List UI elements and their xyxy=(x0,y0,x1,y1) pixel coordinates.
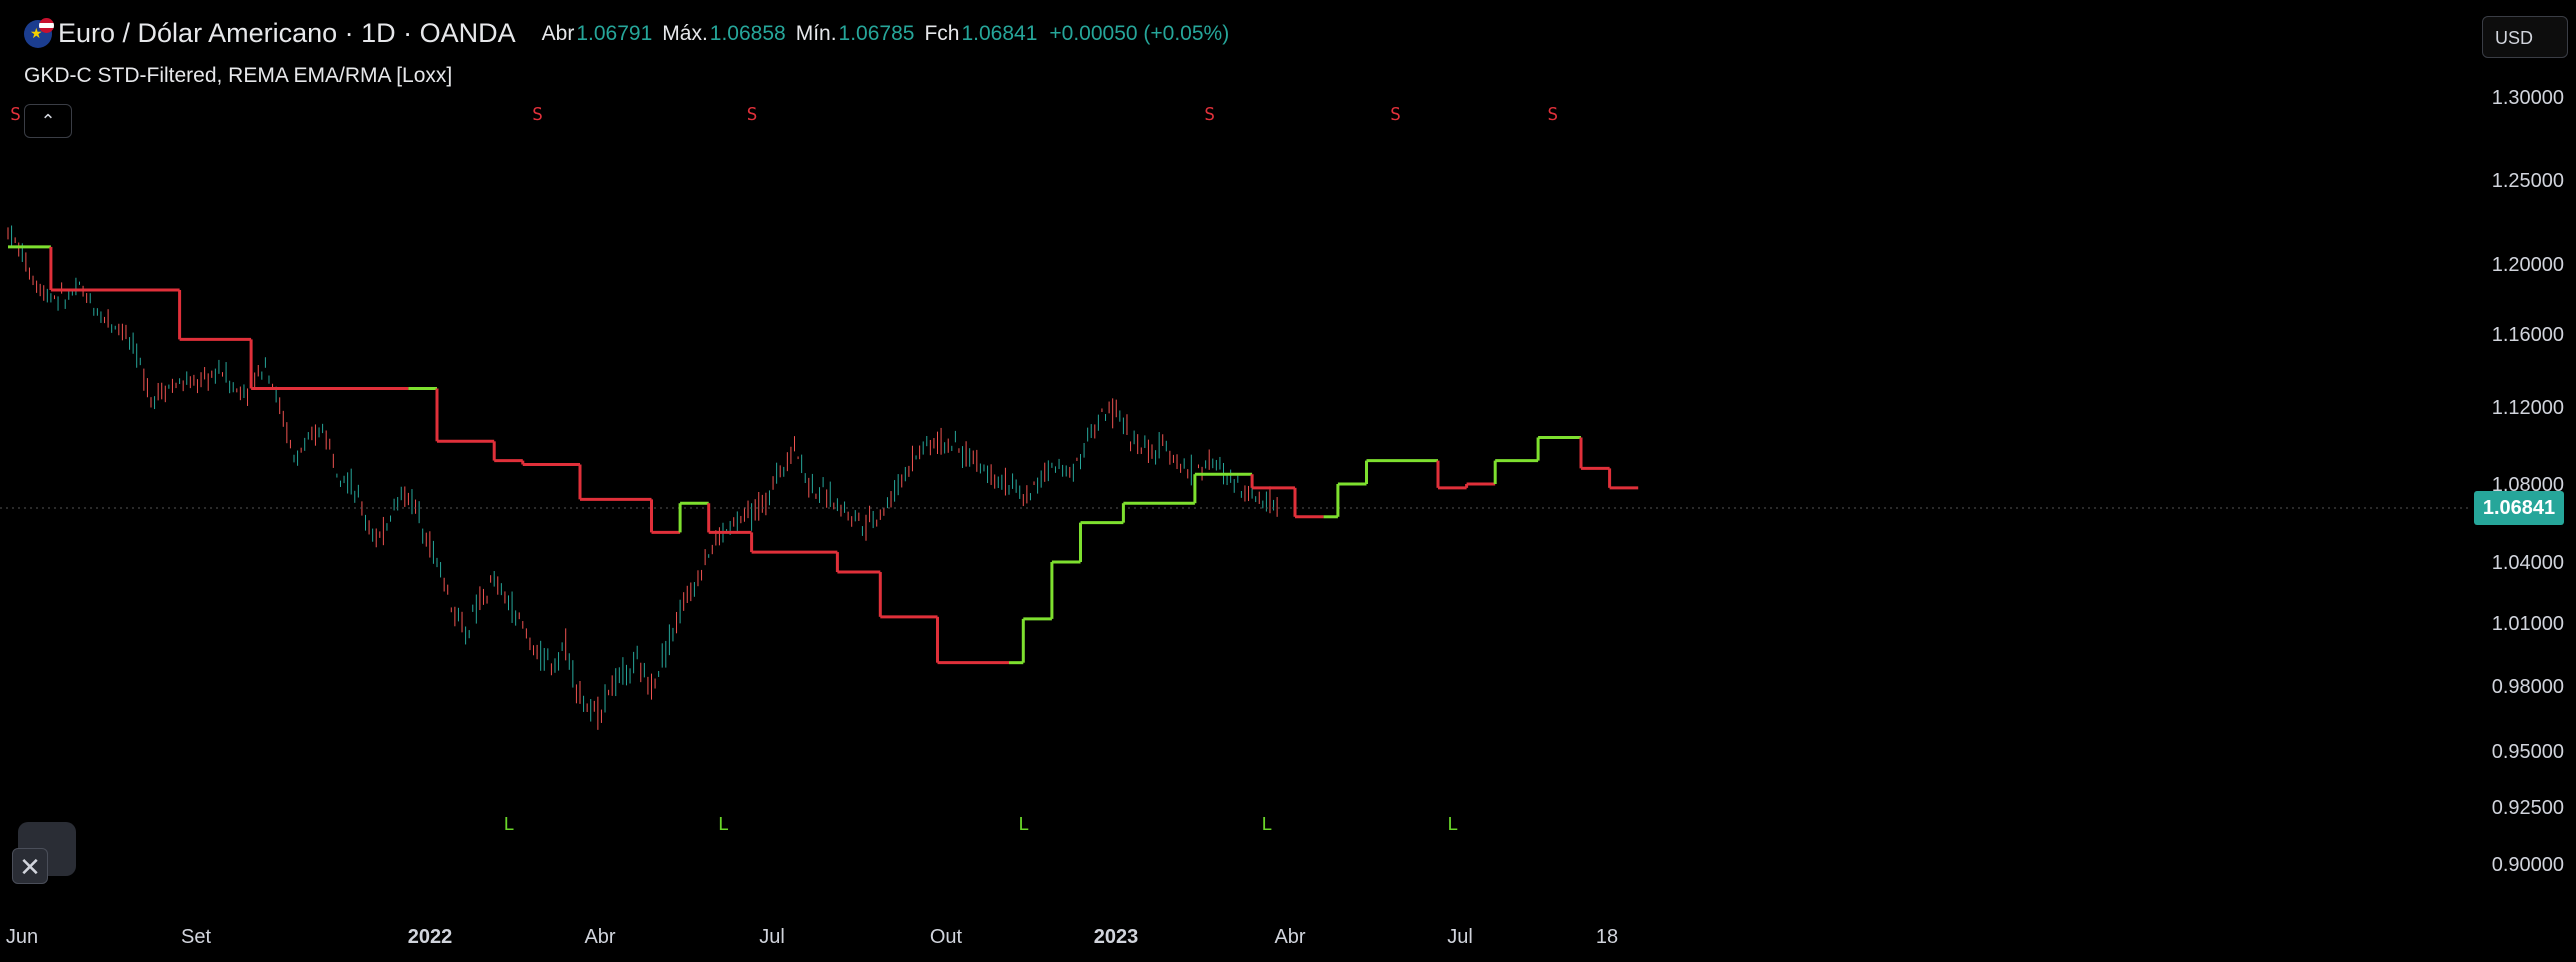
time-axis-label: 18 xyxy=(1596,926,1618,948)
collapse-legend-button[interactable]: ⌃ xyxy=(24,104,72,138)
long-signal-label: L xyxy=(718,814,729,835)
price-axis[interactable]: 1.30000 1.25000 1.20000 1.16000 1.12000 1.080… xyxy=(2492,87,2564,876)
time-axis-label: Abr xyxy=(1274,926,1305,948)
eur-usd-flag-icon: ★ xyxy=(24,17,54,48)
time-axis-label: Out xyxy=(930,926,963,948)
time-axis-label: Jul xyxy=(759,926,785,948)
price-axis-label: 1.20000 xyxy=(2492,254,2564,276)
short-signal-label: S xyxy=(1547,104,1558,125)
price-series-layer xyxy=(7,225,1278,730)
short-signal-label: S xyxy=(532,104,543,125)
high-label: Máx. xyxy=(662,21,708,45)
price-axis-label: 1.25000 xyxy=(2492,170,2564,192)
open-value: 1.06791 xyxy=(576,21,653,45)
price-axis-label: 1.12000 xyxy=(2492,397,2564,419)
price-axis-label: 1.04000 xyxy=(2492,552,2564,574)
price-axis-label: 1.08000 xyxy=(2492,474,2564,496)
close-icon: ✕ xyxy=(19,852,41,882)
rema-series-layer xyxy=(8,245,1639,665)
time-axis-label: Abr xyxy=(584,926,615,948)
high-value: 1.06858 xyxy=(709,21,786,45)
last-price-tag: 1.06841 xyxy=(2474,491,2564,525)
time-axis-label: 2022 xyxy=(408,926,453,948)
low-value: 1.06785 xyxy=(838,21,915,45)
close-label: Fch xyxy=(924,21,960,45)
time-axis-label: 2023 xyxy=(1094,926,1139,948)
close-button[interactable]: ✕ xyxy=(12,848,48,884)
price-axis-label: 0.95000 xyxy=(2492,741,2564,763)
short-signal-label: S xyxy=(10,104,21,125)
change-value: +0.00050 (+0.05%) xyxy=(1049,21,1230,45)
price-axis-label: 1.16000 xyxy=(2492,324,2564,346)
time-axis-label: Jul xyxy=(1447,926,1473,948)
long-signal-label: L xyxy=(504,814,515,835)
low-label: Mín. xyxy=(795,21,837,45)
chevron-up-icon: ⌃ xyxy=(40,111,56,131)
price-axis-label: 0.92500 xyxy=(2492,797,2564,819)
symbol-title[interactable]: Euro / Dólar Americano · 1D · OANDA xyxy=(58,18,516,48)
indicator-legend[interactable]: GKD-C STD-Filtered, REMA EMA/RMA [Loxx] xyxy=(24,64,453,87)
short-signal-label: S xyxy=(747,104,758,125)
close-value: 1.06841 xyxy=(961,21,1038,45)
time-axis-label: Set xyxy=(181,926,211,948)
time-axis[interactable]: Jun Set 2022 Abr Jul Out 2023 Abr Jul 18 xyxy=(6,926,1618,948)
currency-button[interactable]: USD xyxy=(2482,16,2568,58)
time-axis-label: Jun xyxy=(6,926,38,948)
open-label: Abr xyxy=(541,21,575,45)
price-axis-label: 1.30000 xyxy=(2492,87,2564,109)
chart-header: ★ Euro / Dólar Americano · 1D · OANDA Ab… xyxy=(24,17,1230,49)
price-axis-label: 0.98000 xyxy=(2492,676,2564,698)
long-signal-label: L xyxy=(1018,814,1029,835)
price-axis-label: 0.90000 xyxy=(2492,854,2564,876)
signals-layer: S S S S S S L L L L L xyxy=(10,104,1558,835)
short-signal-label: S xyxy=(1204,104,1215,125)
short-signal-label: S xyxy=(1390,104,1401,125)
long-signal-label: L xyxy=(1447,814,1458,835)
price-axis-label: 1.01000 xyxy=(2492,613,2564,635)
long-signal-label: L xyxy=(1261,814,1272,835)
